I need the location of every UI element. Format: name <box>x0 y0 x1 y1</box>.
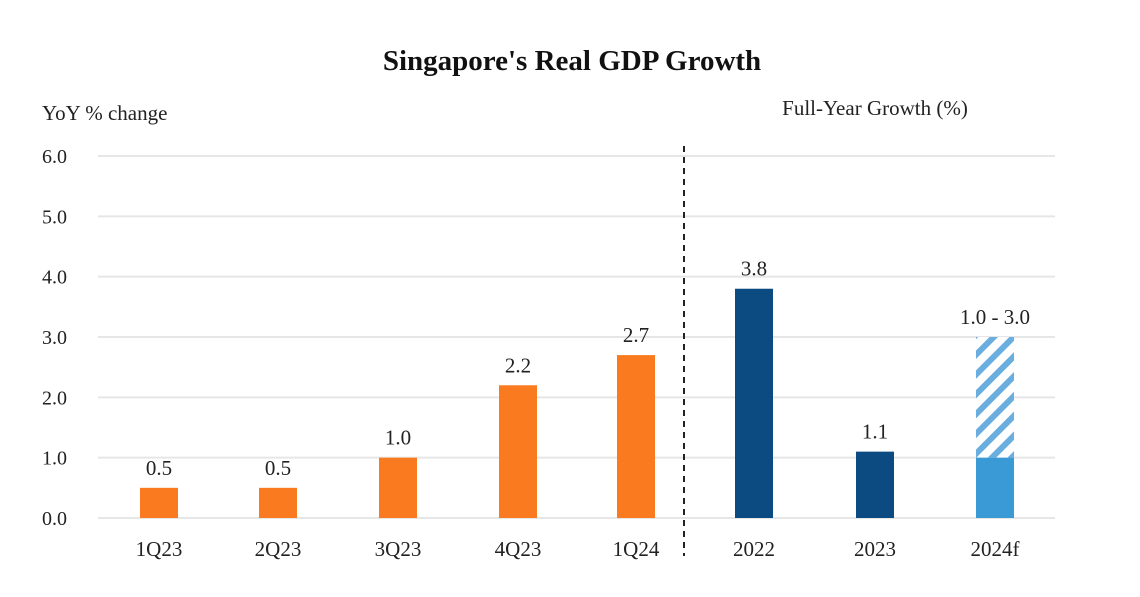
bars <box>140 288 1014 518</box>
y-tick-label: 6.0 <box>42 146 67 168</box>
data-label: 1.0 <box>385 426 411 450</box>
data-labels: 0.5 0.5 1.0 2.2 2.7 3.8 1.1 1.0 - 3.0 <box>146 257 1030 480</box>
x-axis-categories: 1Q23 2Q23 3Q23 4Q23 1Q24 2022 2023 2024f <box>136 537 1020 561</box>
data-label: 2.7 <box>623 323 649 347</box>
data-label: 3.8 <box>741 257 767 281</box>
right-panel-label: Full-Year Growth (%) <box>782 96 968 120</box>
x-category-label: 2022 <box>733 537 775 561</box>
bar-1Q24 <box>617 355 655 518</box>
bar-forecast-range <box>976 337 1014 458</box>
data-label: 1.1 <box>862 420 888 444</box>
x-category-label: 2Q23 <box>255 537 302 561</box>
y-tick-label: 3.0 <box>42 327 67 349</box>
gridlines <box>98 155 1055 519</box>
bar-forecast-base <box>976 457 1014 518</box>
y-tick-label: 2.0 <box>42 387 67 409</box>
bar-2022 <box>735 288 773 518</box>
bar-2Q23 <box>259 487 297 518</box>
x-category-label: 2024f <box>971 537 1020 561</box>
y-tick-label: 0.0 <box>42 508 67 530</box>
x-category-label: 1Q23 <box>136 537 183 561</box>
data-label: 0.5 <box>146 456 172 480</box>
bar-1Q23 <box>140 487 178 518</box>
x-category-label: 3Q23 <box>375 537 422 561</box>
bar-2023 <box>856 451 894 518</box>
x-category-label: 4Q23 <box>495 537 542 561</box>
data-label: 2.2 <box>505 353 531 377</box>
y-axis-ticks: 0.0 1.0 2.0 3.0 4.0 5.0 6.0 <box>42 146 67 530</box>
y-tick-label: 1.0 <box>42 448 67 470</box>
bar-3Q23 <box>379 457 417 518</box>
y-tick-label: 4.0 <box>42 267 67 289</box>
chart-title: Singapore's Real GDP Growth <box>383 45 761 77</box>
x-category-label: 2023 <box>854 537 896 561</box>
bar-4Q23 <box>499 385 537 518</box>
data-label: 0.5 <box>265 456 291 480</box>
y-axis-title: YoY % change <box>42 101 167 125</box>
y-tick-label: 5.0 <box>42 206 67 228</box>
data-label: 1.0 - 3.0 <box>960 305 1030 329</box>
x-category-label: 1Q24 <box>613 537 660 561</box>
